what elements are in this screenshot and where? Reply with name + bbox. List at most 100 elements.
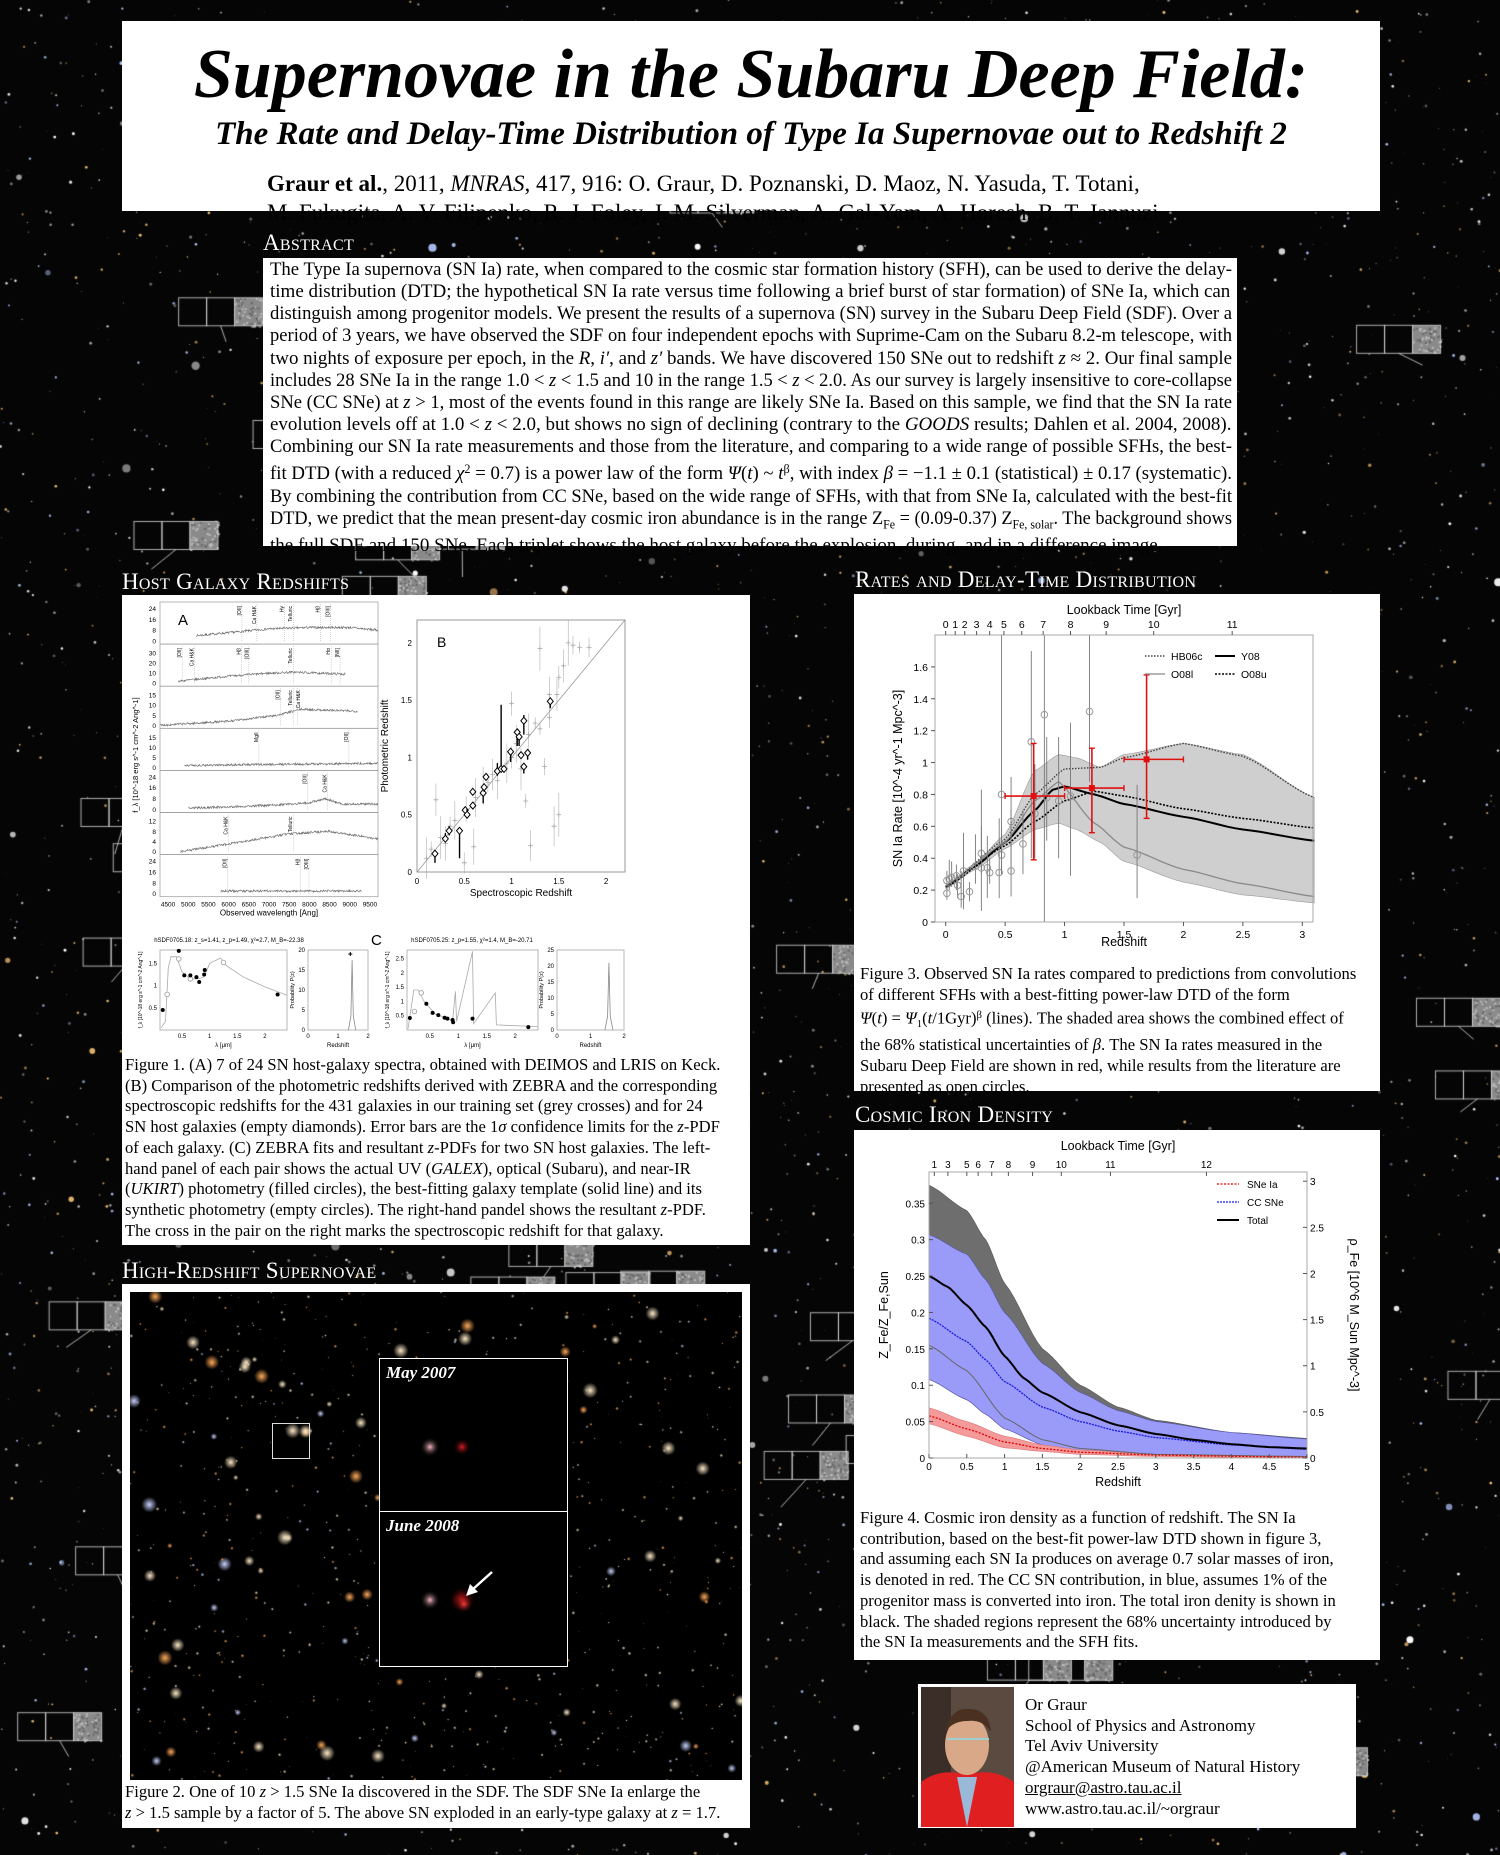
x-tick-label: 1.5 (483, 1034, 492, 1040)
y-tick-label: 0.15 (906, 1345, 926, 1356)
observed-photometry-point (451, 1020, 456, 1025)
training-galaxy-cross (537, 646, 543, 652)
x-tick-label: 1 (457, 1034, 461, 1040)
text-segment: of each galaxy. (C) ZEBRA fits and resul… (125, 1137, 428, 1157)
legend-label: O08l (1171, 669, 1193, 681)
text-segment: Ψ (727, 463, 741, 485)
x-tick-label: 3 (1299, 929, 1305, 941)
legend-label: Y08 (1241, 651, 1260, 663)
text-segment: Figure 4. Cosmic iron density as a funct… (860, 1508, 1296, 1527)
text-segment: < 1.5 and 10 in the range 1.5 < (556, 369, 793, 391)
y-tick-label: 0.2 (911, 1308, 925, 1319)
text-line: orgraur@astro.tau.ac.il (1025, 1778, 1300, 1799)
x-tick-label: 4 (1229, 1462, 1235, 1473)
figure-3-plot: 0 0.5 1 1.5 2 2.5 300.20.40.60.811.21.41.60 1 2 3… (891, 603, 1315, 949)
x-tick-label: 2 (1077, 1462, 1083, 1473)
text-segment: = −1.1 ± 0.1 (statistical) ± 0.17 (syste… (892, 463, 1232, 485)
x-tick-label: 6500 (242, 902, 257, 909)
y-tick-label: 0 (152, 723, 156, 730)
training-galaxy-cross (561, 663, 567, 669)
sed-frame (159, 949, 288, 1031)
text-segment: Ψ (860, 1008, 872, 1028)
panel-label-b: B (437, 634, 446, 650)
text-line: evolution levels off at 1.0 < z < 2.0, b… (270, 414, 1231, 436)
training-galaxy-cross (556, 812, 562, 818)
text-line: (B) Comparison of the photometric redshi… (125, 1076, 717, 1097)
text-line: time distribution (DTD; the hypothetical… (270, 281, 1230, 303)
text-line: the 68% statistical uncertainties of β. … (860, 1035, 1322, 1056)
literature-rate-point (957, 892, 965, 901)
email-link[interactable]: orgraur@astro.tau.ac.il (1025, 1777, 1182, 1797)
y-tick-label: 0 (152, 681, 156, 688)
text-line: DTD, we predict that the mean present-da… (270, 508, 1232, 535)
text-segment: Graur et al. (267, 171, 383, 196)
y-tick-label: 24 (149, 774, 157, 781)
y-tick-label: 0 (922, 917, 928, 929)
x-tick-label: 5500 (201, 902, 216, 909)
training-galaxy-cross (577, 644, 583, 650)
y-tick-label: 2 (408, 639, 413, 648)
x-tick-label: 0.5 (960, 1462, 974, 1473)
literature-rate-point (1007, 867, 1015, 875)
pdf-frame (556, 949, 625, 1031)
legend-label: O08u (1241, 669, 1267, 681)
text-segment: (B) Comparison of the photometric redshi… (125, 1075, 718, 1095)
text-segment: GOODS (904, 414, 970, 436)
training-galaxy-cross (554, 691, 560, 697)
text-line: Figure 4. Cosmic iron density as a funct… (860, 1508, 1296, 1529)
top-axis-title: Lookback Time [Gyr] (1067, 603, 1182, 617)
text-line: is denoted in red. The CC SN contributio… (860, 1570, 1327, 1591)
y-tick-label: 30 (149, 651, 157, 658)
template-line (160, 956, 288, 1029)
template-line (407, 951, 539, 1029)
host-galaxy-diamond (431, 849, 439, 858)
contact-box: Or Graur School of Physics and Astronomy T… (918, 1684, 1356, 1828)
training-galaxy-cross (485, 780, 491, 786)
y-tick-label: 1 (401, 999, 405, 1005)
y-tick-label: 10 (149, 745, 157, 752)
x-tick-label: 0 (555, 1034, 559, 1040)
one-to-one-line (416, 619, 626, 873)
text-segment: Combining our SN Ia rate measurements an… (270, 436, 1232, 458)
text-segment: z (1058, 347, 1066, 369)
x-tick-label: 7000 (262, 902, 277, 909)
text-segment: results; Dahlen et al. 2004, 2008). (969, 414, 1232, 436)
y-tick-label: 0.25 (906, 1272, 926, 1283)
x-tick-label: 0.5 (178, 1034, 187, 1040)
series-line-o08l (945, 780, 1315, 898)
text-line: Or Graur (1025, 1695, 1300, 1716)
spectral-line-label: Telluric (288, 606, 294, 622)
text-segment: z (792, 369, 800, 391)
y-tick-label: 0.5 (149, 1006, 158, 1012)
text-segment: z (677, 1117, 684, 1137)
poster-title: Supernovae in the Subaru Deep Field: (193, 36, 1309, 113)
text-segment: ) ~ (752, 463, 779, 485)
x-axis-label: Redshift (579, 1043, 601, 1049)
host-galaxy-diamond (517, 750, 525, 760)
text-segment: -PDF (683, 1117, 720, 1137)
y-tick-label: 0.8 (913, 789, 928, 801)
y-tick-label: 1.5 (149, 961, 158, 967)
figure-3-caption: Figure 3. Observed SN Ia rates compared … (860, 964, 1376, 1097)
text-segment: two nights of exposure per epoch, in the (270, 347, 579, 369)
host-galaxy-diamond (546, 697, 554, 706)
title-box: Supernovae in the Subaru Deep Field: The… (122, 21, 1380, 225)
text-segment: ), optical (Subaru), and near-IR (482, 1158, 691, 1178)
text-segment: contribution, based on the best-fit powe… (860, 1528, 1322, 1548)
x-axis-label: Observed wavelength [Ang] (220, 909, 318, 918)
spectral-line-label: [OIII] (325, 605, 331, 616)
training-galaxy-cross (513, 741, 519, 747)
y-tick-label: 5 (152, 755, 156, 762)
host-galaxy-diamond (506, 747, 515, 756)
spectrum-line (220, 888, 362, 894)
inset-after-label: June 2008 (386, 1516, 460, 1535)
x-axis-label: Spectroscopic Redshift (470, 888, 572, 899)
text-line: synthetic photometry (empty circles). Th… (125, 1200, 706, 1221)
series-line-total (928, 1275, 1308, 1450)
text-segment: β (976, 1009, 982, 1022)
text-segment: /1Gyr) (932, 1008, 977, 1028)
host-galaxy-diamond (480, 782, 488, 792)
x-axis-label: λ [μm] (215, 1043, 232, 1049)
literature-rate-point (1054, 797, 1063, 805)
text-segment: = 0.7) is a power law of the form (470, 463, 728, 485)
